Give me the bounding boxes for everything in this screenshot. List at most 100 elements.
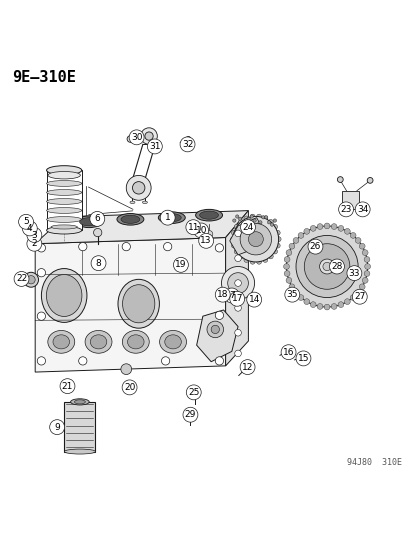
Circle shape — [329, 259, 344, 274]
Ellipse shape — [195, 209, 222, 221]
Circle shape — [330, 304, 336, 309]
Text: 23: 23 — [339, 205, 351, 214]
Circle shape — [354, 202, 369, 217]
Circle shape — [241, 222, 244, 225]
Ellipse shape — [90, 335, 107, 349]
Text: 20: 20 — [123, 383, 135, 392]
Circle shape — [349, 295, 355, 301]
Circle shape — [283, 264, 289, 269]
Text: 32: 32 — [181, 140, 193, 149]
Ellipse shape — [122, 330, 149, 353]
Circle shape — [93, 229, 102, 237]
Circle shape — [337, 176, 342, 182]
Circle shape — [234, 304, 241, 311]
Circle shape — [307, 239, 322, 254]
Circle shape — [60, 378, 75, 393]
Circle shape — [297, 295, 303, 301]
Circle shape — [338, 202, 353, 217]
Ellipse shape — [117, 214, 144, 225]
Circle shape — [145, 132, 153, 140]
Ellipse shape — [121, 215, 140, 223]
Circle shape — [234, 249, 239, 254]
Circle shape — [299, 352, 308, 360]
Circle shape — [256, 214, 261, 219]
Circle shape — [161, 357, 169, 365]
Text: 26: 26 — [309, 242, 320, 251]
Text: 19: 19 — [175, 260, 186, 269]
Circle shape — [234, 230, 241, 237]
Circle shape — [283, 256, 289, 262]
Circle shape — [288, 244, 294, 249]
Circle shape — [316, 304, 322, 309]
Circle shape — [292, 289, 298, 295]
Text: 18: 18 — [216, 290, 228, 299]
Circle shape — [186, 385, 201, 400]
Bar — [342, 191, 358, 209]
Ellipse shape — [46, 207, 81, 213]
Circle shape — [173, 257, 188, 272]
Text: 25: 25 — [188, 388, 199, 397]
Circle shape — [262, 257, 267, 262]
Circle shape — [232, 219, 235, 222]
Circle shape — [270, 223, 273, 226]
Circle shape — [273, 219, 276, 222]
Circle shape — [121, 364, 131, 375]
Circle shape — [230, 237, 235, 241]
Text: 15: 15 — [297, 354, 309, 363]
Circle shape — [284, 287, 299, 302]
Circle shape — [322, 262, 330, 271]
Text: 9E–310E: 9E–310E — [12, 70, 76, 85]
Circle shape — [309, 302, 315, 308]
Ellipse shape — [70, 399, 89, 405]
Circle shape — [249, 215, 253, 218]
Ellipse shape — [48, 172, 80, 179]
Text: 4: 4 — [27, 224, 33, 233]
Circle shape — [127, 136, 133, 142]
Circle shape — [231, 243, 236, 248]
Text: 9: 9 — [54, 423, 60, 432]
Circle shape — [234, 224, 239, 229]
Ellipse shape — [64, 449, 95, 454]
Circle shape — [122, 380, 137, 395]
Text: 21: 21 — [62, 382, 73, 391]
Circle shape — [27, 228, 42, 243]
Circle shape — [234, 350, 241, 357]
Circle shape — [205, 230, 212, 238]
Circle shape — [240, 360, 254, 375]
Circle shape — [215, 287, 230, 302]
Text: 14: 14 — [248, 295, 259, 304]
Circle shape — [24, 272, 38, 287]
Circle shape — [264, 216, 267, 219]
Text: 30: 30 — [131, 133, 142, 142]
Circle shape — [37, 244, 45, 252]
Circle shape — [354, 238, 360, 244]
Ellipse shape — [199, 211, 218, 219]
Circle shape — [330, 224, 336, 229]
Bar — [46, 170, 81, 230]
Circle shape — [234, 329, 241, 336]
Circle shape — [295, 351, 310, 366]
Ellipse shape — [79, 218, 98, 226]
Polygon shape — [35, 238, 225, 372]
Circle shape — [37, 312, 45, 320]
Circle shape — [14, 271, 29, 286]
Ellipse shape — [47, 330, 74, 353]
Ellipse shape — [53, 335, 69, 349]
Text: 2: 2 — [31, 239, 37, 248]
Circle shape — [351, 289, 366, 304]
Circle shape — [240, 223, 271, 255]
Text: 29: 29 — [184, 410, 196, 419]
Circle shape — [316, 224, 322, 229]
Circle shape — [285, 278, 291, 283]
Text: 24: 24 — [242, 223, 253, 232]
Text: 7: 7 — [228, 291, 234, 300]
Circle shape — [160, 210, 175, 225]
Circle shape — [163, 243, 171, 251]
Circle shape — [252, 219, 256, 222]
Text: 3: 3 — [31, 231, 37, 239]
Circle shape — [243, 362, 251, 371]
Circle shape — [275, 230, 280, 235]
Circle shape — [240, 220, 255, 235]
Circle shape — [246, 292, 261, 307]
Circle shape — [275, 237, 280, 241]
